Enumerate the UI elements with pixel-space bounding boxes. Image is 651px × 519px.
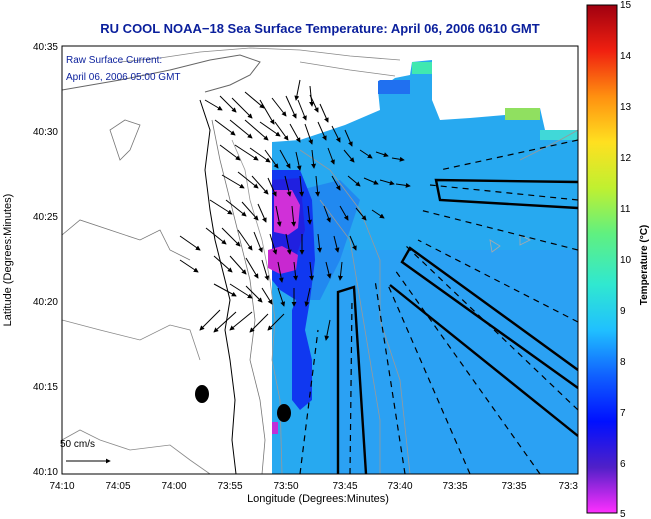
buoy-marker-2 (277, 404, 291, 422)
colorbar-tick: 14 (620, 51, 632, 62)
x-tick: 73:40 (387, 481, 412, 492)
colorbar-tick: 10 (620, 255, 632, 266)
x-tick: 73:35 (442, 481, 467, 492)
x-tick: 73:35 (501, 481, 526, 492)
y-tick: 40:30 (33, 127, 58, 138)
colorbar-tick: 15 (620, 0, 632, 11)
x-tick: 73:55 (217, 481, 242, 492)
colorbar-tick: 6 (620, 459, 626, 470)
colorbar-tick: 9 (620, 306, 626, 317)
colorbar (586, 4, 618, 514)
y-tick: 40:35 (33, 42, 58, 53)
x-tick-labels: 74:10 74:05 74:00 73:55 73:50 73:45 73:4… (49, 481, 578, 492)
y-tick: 40:15 (33, 382, 58, 393)
current-vectors (179, 79, 411, 341)
colorbar-tick: 12 (620, 153, 632, 164)
y-tick: 40:10 (33, 467, 58, 478)
x-tick: 73:50 (273, 481, 298, 492)
colorbar-tick: 7 (620, 408, 626, 419)
colorbar-tick: 13 (620, 102, 632, 113)
annotation-line-1: Raw Surface Current: (66, 55, 162, 66)
x-tick: 74:10 (49, 481, 74, 492)
plot-frame (61, 45, 579, 475)
map-title: RU COOL NOAA−18 Sea Surface Temperature:… (100, 21, 540, 36)
x-tick: 74:05 (105, 481, 130, 492)
annotation-line-2: April 06, 2006 05:00 GMT (66, 72, 181, 83)
y-axis-label: Latitude (Degrees:Minutes) (2, 194, 14, 327)
y-tick-labels: 40:35 40:30 40:25 40:20 40:15 40:10 (33, 42, 58, 478)
sst-field (62, 46, 578, 474)
y-tick: 40:20 (33, 297, 58, 308)
x-tick: 73:3 (559, 481, 579, 492)
colorbar-tick: 5 (620, 509, 626, 519)
colorbar-tick: 11 (620, 204, 631, 215)
buoy-marker-1 (195, 385, 209, 403)
dashed-lanes (299, 139, 578, 474)
x-axis-label: Longitude (Degrees:Minutes) (247, 493, 389, 505)
y-tick: 40:25 (33, 212, 58, 223)
x-tick: 74:00 (161, 481, 186, 492)
colorbar-tick: 8 (620, 357, 626, 368)
colorbar-ticks: 15 14 13 12 11 10 9 8 7 6 5 (620, 0, 632, 519)
scale-label: 50 cm/s (60, 439, 95, 450)
colorbar-label: Temperature (°C) (639, 225, 650, 306)
solid-lanes (336, 178, 578, 474)
x-tick: 73:45 (332, 481, 357, 492)
